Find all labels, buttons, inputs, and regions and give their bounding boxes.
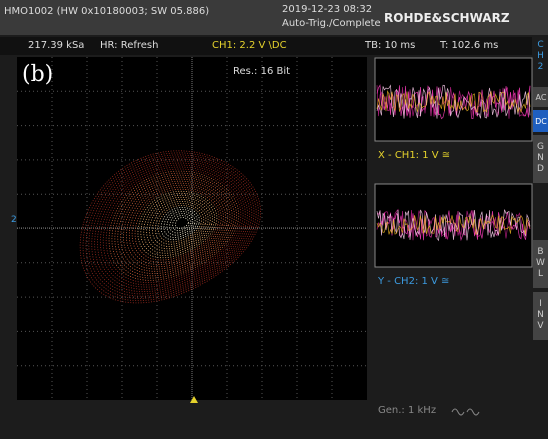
menu-item[interactable]: BWL (536, 247, 545, 280)
y-window (375, 184, 532, 267)
x-channel: X - CH1: 1 V ≅ (378, 150, 450, 161)
scope-screen: HMO1002 (HW 0x10180003; SW 05.886) 2019-… (0, 0, 548, 439)
resolution: Res.: 16 Bit (233, 66, 290, 77)
y-marker: 2 (11, 215, 17, 225)
menu-channel: CH2 (536, 40, 545, 73)
menu-item[interactable]: AC (535, 92, 547, 103)
generator: Gen.: 1 kHz (378, 405, 436, 416)
menu-item[interactable]: DC (535, 116, 547, 127)
menu-item[interactable]: INV (536, 299, 545, 332)
y-channel: Y - CH2: 1 V ≅ (378, 276, 449, 287)
menu-item[interactable]: GND (536, 142, 545, 175)
panel-label: (b) (22, 62, 53, 87)
